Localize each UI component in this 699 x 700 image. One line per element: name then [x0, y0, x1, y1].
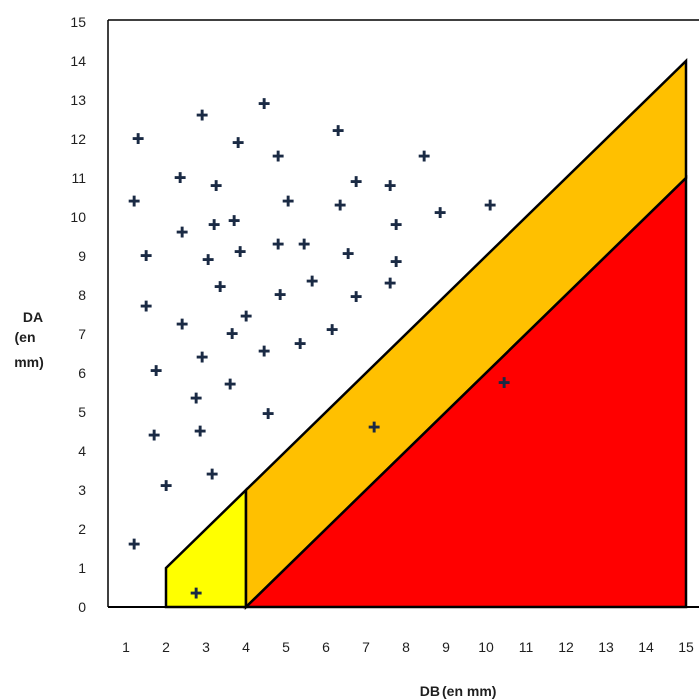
data-point: ✚: [160, 477, 173, 495]
x-tick-label: 6: [322, 639, 330, 655]
x-tick-label: 11: [519, 639, 534, 655]
data-point: ✚: [202, 251, 215, 269]
data-point: ✚: [498, 374, 511, 392]
region-yellow: [164, 487, 248, 609]
data-point: ✚: [294, 335, 307, 353]
x-tick-label: 12: [558, 639, 574, 655]
y-tick-label: 0: [78, 599, 86, 615]
data-point: ✚: [262, 405, 275, 423]
data-point: ✚: [368, 419, 381, 437]
regions-layer: [164, 58, 688, 610]
y-tick-label: 5: [78, 404, 86, 420]
y-tick-label: 9: [78, 248, 86, 264]
x-tick-label: 4: [242, 639, 250, 655]
data-point: ✚: [272, 148, 285, 166]
data-point: ✚: [434, 204, 447, 222]
data-point: ✚: [208, 216, 221, 234]
data-point: ✚: [190, 584, 203, 602]
data-point: ✚: [418, 148, 431, 166]
x-tick-label: 9: [442, 639, 450, 655]
y-tick-label: 15: [70, 14, 86, 30]
data-point: ✚: [390, 216, 403, 234]
data-point: ✚: [306, 272, 319, 290]
y-tick-label: 12: [70, 131, 86, 147]
data-point: ✚: [228, 212, 241, 230]
data-point: ✚: [196, 348, 209, 366]
x-axis-label-unit: (en mm): [442, 683, 496, 699]
y-axis-label-line: DA: [23, 309, 43, 325]
data-point: ✚: [132, 130, 145, 148]
data-point: ✚: [194, 423, 207, 441]
y-tick-label: 4: [78, 443, 86, 459]
data-point: ✚: [148, 426, 161, 444]
y-axis-label-line: mm): [14, 354, 44, 370]
data-point: ✚: [342, 245, 355, 263]
data-point: ✚: [128, 192, 141, 210]
data-point: ✚: [484, 196, 497, 214]
x-tick-label: 14: [638, 639, 654, 655]
y-tick-label: 13: [70, 92, 86, 108]
data-point: ✚: [274, 286, 287, 304]
data-point: ✚: [384, 274, 397, 292]
y-axis-label-line: (en: [15, 329, 36, 345]
data-point: ✚: [258, 95, 271, 113]
data-point: ✚: [140, 247, 153, 265]
y-tick-label: 2: [78, 521, 86, 537]
y-tick-label: 14: [70, 53, 86, 69]
region-red: [242, 175, 688, 609]
data-point: ✚: [206, 465, 219, 483]
data-point: ✚: [390, 253, 403, 271]
data-point: ✚: [196, 107, 209, 125]
data-point: ✚: [210, 177, 223, 195]
x-tick-label: 8: [402, 639, 410, 655]
data-point: ✚: [224, 376, 237, 394]
x-tick-label: 2: [162, 639, 170, 655]
x-tick-label: 1: [122, 639, 130, 655]
y-tick-label: 8: [78, 287, 86, 303]
plot-frame: [107, 19, 699, 608]
data-point: ✚: [326, 321, 339, 339]
y-tick-label: 11: [71, 170, 86, 186]
y-tick-label: 1: [78, 560, 86, 576]
x-tick-labels: 1 2 3 4 5 6 7 8 9 10 11 12 13 14 15: [122, 639, 694, 655]
x-tick-label: 15: [678, 639, 694, 655]
data-point: ✚: [150, 362, 163, 380]
y-axis-label: DA (en mm): [14, 309, 44, 370]
data-point: ✚: [334, 196, 347, 214]
data-point: ✚: [272, 235, 285, 253]
x-tick-label: 7: [362, 639, 370, 655]
data-point: ✚: [350, 173, 363, 191]
y-tick-label: 6: [78, 365, 86, 381]
x-tick-label: 10: [478, 639, 494, 655]
data-point: ✚: [282, 192, 295, 210]
y-tick-label: 10: [70, 209, 86, 225]
data-point: ✚: [128, 536, 141, 554]
data-point: ✚: [384, 177, 397, 195]
data-point: ✚: [298, 235, 311, 253]
data-point: ✚: [332, 122, 345, 140]
y-tick-label: 7: [78, 326, 86, 342]
data-point: ✚: [258, 343, 271, 361]
x-tick-label: 5: [282, 639, 290, 655]
axis-labels: DB (en mm) DA (en mm): [14, 309, 496, 699]
data-point: ✚: [190, 389, 203, 407]
data-point: ✚: [226, 325, 239, 343]
data-point: ✚: [234, 243, 247, 261]
points-layer: ✚ ✚ ✚ ✚ ✚ ✚ ✚ ✚ ✚ ✚ ✚ ✚ ✚ ✚ ✚ ✚ ✚ ✚ ✚ ✚ ✚ ✚ ✚ ✚ ✚ ✚ ✚ ✚ ✚ ✚ ✚ ✚ ✚ ✚ ✚ ✚ ✚ ✚ ✚ ✚…: [128, 95, 511, 602]
x-tick-label: 13: [598, 639, 614, 655]
y-tick-label: 3: [78, 482, 86, 498]
data-point: ✚: [232, 134, 245, 152]
data-point: ✚: [240, 307, 253, 325]
data-point: ✚: [174, 169, 187, 187]
data-point: ✚: [140, 298, 153, 316]
x-axis-label: DB: [420, 683, 440, 699]
data-point: ✚: [214, 278, 227, 296]
data-point: ✚: [176, 315, 189, 333]
data-point: ✚: [350, 288, 363, 306]
data-point: ✚: [176, 224, 189, 242]
x-tick-label: 3: [202, 639, 210, 655]
